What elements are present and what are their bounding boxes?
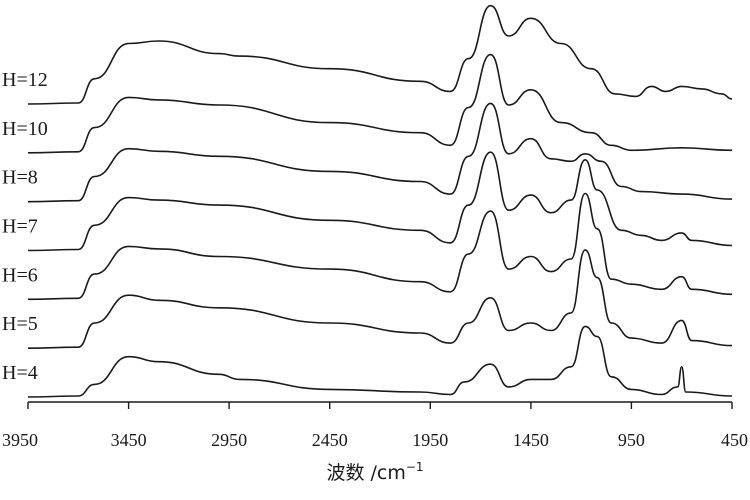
x-tick-label-1950: 1950	[412, 430, 448, 450]
x-axis-title-exponent: −1	[406, 460, 424, 474]
series-line-h-8	[27, 102, 733, 203]
x-axis-title: 波数 /cm−1	[326, 460, 423, 484]
series-line-h-7	[27, 151, 733, 252]
series-lines-group	[27, 4, 733, 398]
x-axis-ticks: 3950 3450 2950 2450 1950 1450 950 450	[2, 402, 748, 450]
series-label-h-7: H=7	[2, 216, 38, 238]
series-line-h-10	[27, 53, 733, 154]
series-label-h-6: H=6	[2, 264, 38, 286]
series-labels-group: H=12 H=10 H=8 H=7 H=6 H=5 H=4	[2, 69, 48, 384]
series-line-h-5	[27, 249, 733, 349]
x-axis-title-text: 波数 /cm	[326, 462, 405, 484]
series-label-h-4: H=4	[2, 362, 38, 384]
x-tick-label-1450: 1450	[513, 430, 549, 450]
series-label-h-8: H=8	[2, 167, 38, 189]
series-line-h-4	[27, 325, 733, 398]
series-line-h-12	[27, 4, 733, 105]
x-axis: 3950 3450 2950 2450 1950 1450 950 450	[2, 401, 748, 450]
x-tick-label-3950: 3950	[2, 430, 38, 450]
series-label-h-10: H=10	[2, 118, 48, 140]
series-line-h-6	[27, 192, 733, 301]
series-label-h-5: H=5	[2, 313, 38, 335]
x-tick-label-450: 450	[721, 430, 748, 450]
x-tick-label-2450: 2450	[312, 430, 348, 450]
x-tick-label-950: 950	[618, 430, 645, 450]
series-label-h-12: H=12	[2, 69, 48, 91]
x-tick-label-3450: 3450	[111, 430, 147, 450]
x-tick-label-2950: 2950	[211, 430, 247, 450]
